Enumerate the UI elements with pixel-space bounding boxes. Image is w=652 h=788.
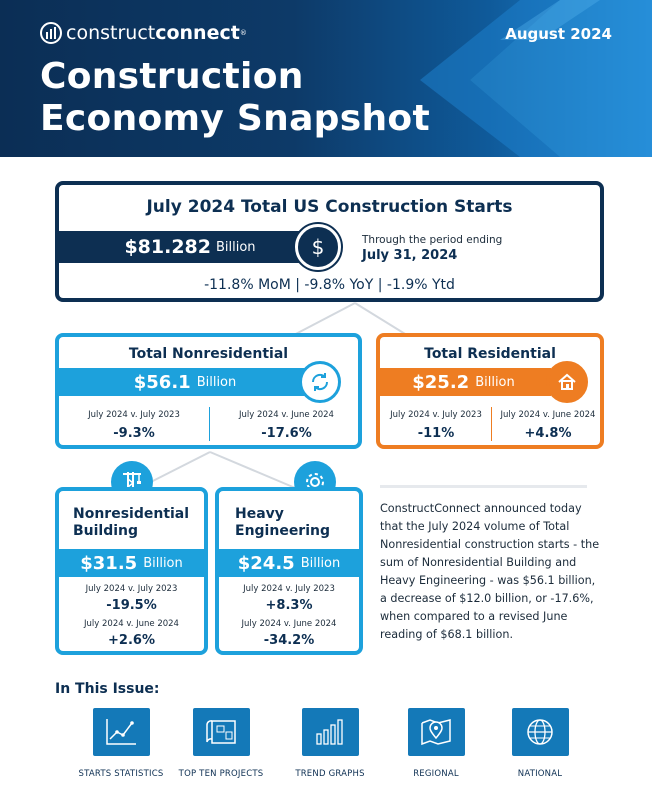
issue-item-regional[interactable]: REGIONAL xyxy=(381,708,491,779)
issue-label-top-ten-projects: TOP TEN PROJECTS xyxy=(178,769,264,779)
logo-text-light: construct xyxy=(66,22,156,44)
issue-item-national[interactable]: NATIONAL xyxy=(485,708,595,779)
nonres-building-value: $31.5 xyxy=(80,552,138,574)
heavy-engineering-cmp2-value: -34.2% xyxy=(263,633,315,648)
total-nonresidential-card: Total Nonresidential $56.1 Billion July … xyxy=(55,333,362,449)
heavy-engineering-unit: Billion xyxy=(300,555,341,571)
heavy-engineering-cmp1-value: +8.3% xyxy=(265,598,313,613)
constructconnect-logo[interactable]: construct connect ® xyxy=(40,22,247,44)
nonres-building-cmp2-value: +2.6% xyxy=(108,633,155,648)
blueprint-icon xyxy=(192,708,250,756)
total-starts-card: July 2024 Total US Construction Starts $… xyxy=(55,181,604,302)
residential-title: Total Residential xyxy=(424,346,556,362)
residential-unit: Billion xyxy=(475,374,515,390)
residential-cmp1-value: -11% xyxy=(417,426,455,441)
total-changes: -11.8% MoM | -9.8% YoY | -1.9% Ytd xyxy=(204,277,455,293)
heavy-engineering-value: $24.5 xyxy=(237,552,295,574)
nonresidential-unit: Billion xyxy=(196,374,237,390)
nonres-building-cmp1-value: -19.5% xyxy=(106,598,157,613)
total-value: $81.282 xyxy=(124,236,211,258)
header-chevron-decoration xyxy=(420,0,652,157)
issue-label-trend-graphs: TREND GRAPHS xyxy=(295,769,365,779)
issue-item-top-ten-projects[interactable]: TOP TEN PROJECTS xyxy=(166,708,276,779)
heavy-engineering-value-band: $24.5 Billion xyxy=(215,549,363,577)
nonresidential-cmp1-label: July 2024 v. July 2023 xyxy=(88,410,180,420)
residential-cmp1-label: July 2024 v. July 2023 xyxy=(390,410,482,420)
nonres-building-cmp1-label: July 2024 v. July 2023 xyxy=(85,584,178,594)
issue-label-starts-statistics: STARTS STATISTICS xyxy=(78,769,164,779)
heavy-engineering-title-line-2: Engineering xyxy=(235,523,330,539)
total-unit: Billion xyxy=(215,239,256,255)
residential-cmp2-value: +4.8% xyxy=(524,426,572,441)
title-line-2: Economy Snapshot xyxy=(40,98,430,139)
nonres-building-cmp2-label: July 2024 v. June 2024 xyxy=(84,619,179,629)
issue-date: August 2024 xyxy=(505,25,612,43)
nonres-building-title-line-1: Nonresidential xyxy=(73,506,190,522)
total-value-band: $81.282 Billion xyxy=(59,231,321,263)
nonresidential-cmp2-label: July 2024 v. June 2024 xyxy=(239,410,334,420)
residential-cmp2-label: July 2024 v. June 2024 xyxy=(500,410,596,420)
nonres-building-value-band: $31.5 Billion xyxy=(55,549,208,577)
nonres-building-unit: Billion xyxy=(143,555,183,571)
announcement-paragraph: ConstructConnect announced today that th… xyxy=(380,502,600,641)
nonresidential-value: $56.1 xyxy=(133,371,191,393)
nonresidential-cmp1-value: -9.3% xyxy=(113,426,155,441)
line-chart-icon xyxy=(92,708,150,756)
map-pin-icon xyxy=(407,708,465,756)
nonres-building-title-line-2: Building xyxy=(73,523,139,539)
total-starts-title: July 2024 Total US Construction Starts xyxy=(146,197,513,217)
period-label: Through the period ending xyxy=(362,234,503,246)
in-this-issue-title: In This Issue: xyxy=(55,681,160,697)
bar-chart-icon xyxy=(301,708,359,756)
title-line-1: Construction xyxy=(40,56,304,97)
header-banner: construct connect ® August 2024 Constructi… xyxy=(0,0,652,157)
logo-mark-icon xyxy=(40,22,62,44)
total-residential-card: Total Residential $25.2 Billion July 202… xyxy=(376,333,604,449)
period-date: July 31, 2024 xyxy=(362,248,458,263)
dollar-icon: $ xyxy=(295,224,341,270)
nonresidential-value-band: $56.1 Billion xyxy=(55,368,315,396)
nonresidential-cmp2-value: -17.6% xyxy=(261,426,312,441)
globe-icon xyxy=(511,708,569,756)
paragraph-rule xyxy=(380,485,587,488)
nonresidential-title: Total Nonresidential xyxy=(128,346,289,362)
house-icon xyxy=(546,361,588,403)
heavy-engineering-card: Heavy Engineering $24.5 Billion July 202… xyxy=(215,487,363,655)
issue-label-national: NATIONAL xyxy=(517,769,563,779)
residential-value: $25.2 xyxy=(412,371,470,393)
residential-divider xyxy=(491,407,492,441)
nonresidential-building-card: Nonresidential Building $31.5 Billion Ju… xyxy=(55,487,208,655)
nonresidential-divider xyxy=(209,407,210,441)
logo-registered-mark: ® xyxy=(239,29,247,37)
refresh-icon xyxy=(299,361,341,403)
logo-text-bold: connect xyxy=(155,22,240,44)
issue-label-regional: REGIONAL xyxy=(413,769,459,779)
nonres-building-title: Nonresidential Building xyxy=(73,506,189,540)
residential-value-band: $25.2 Billion xyxy=(376,368,551,396)
page-title: Construction Economy Snapshot xyxy=(40,56,430,140)
issue-item-trend-graphs[interactable]: TREND GRAPHS xyxy=(275,708,385,779)
heavy-engineering-cmp2-label: July 2024 v. June 2024 xyxy=(241,619,337,629)
heavy-engineering-cmp1-label: July 2024 v. July 2023 xyxy=(243,584,335,594)
heavy-engineering-title: Heavy Engineering xyxy=(235,506,330,540)
heavy-engineering-title-line-1: Heavy xyxy=(235,506,284,522)
issue-item-starts-statistics[interactable]: STARTS STATISTICS xyxy=(66,708,176,779)
